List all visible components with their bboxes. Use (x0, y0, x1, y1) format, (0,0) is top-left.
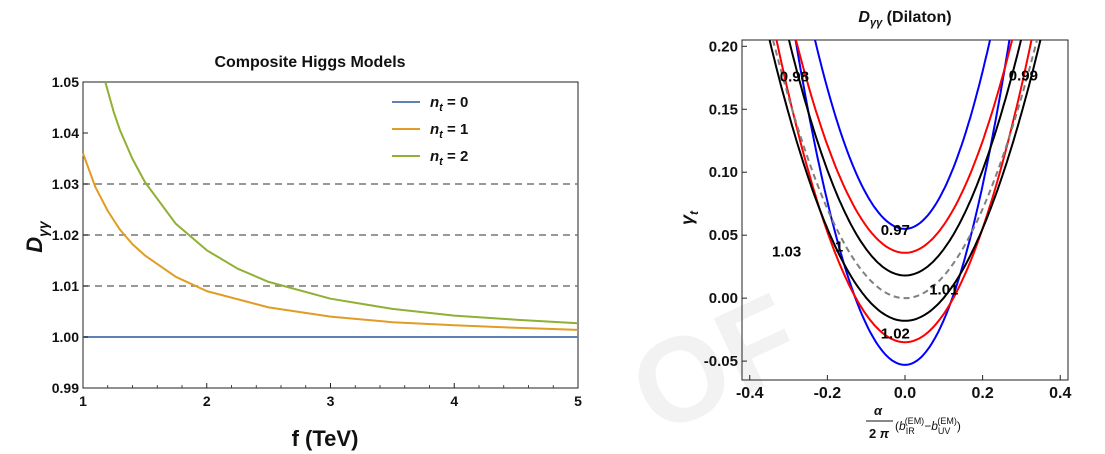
x-tick-label: -0.4 (736, 385, 764, 402)
svg-text:(bIR(EM)−bUV(EM)): (bIR(EM)−bUV(EM)) (895, 416, 961, 436)
left-chart: Composite Higgs Models 1 2 3 4 5 0.99 1.00 1.0… (22, 54, 582, 451)
left-y-ticks: 0.99 1.00 1.01 1.02 1.03 1.04 1.05 (52, 74, 88, 396)
x-tick-label: 0.2 (971, 385, 993, 402)
contour-label: 1 (835, 239, 843, 256)
left-chart-title: Composite Higgs Models (214, 54, 405, 71)
contour-line (788, 39, 1022, 277)
contour-line (794, 39, 1014, 254)
x-tick-label: 2 (203, 393, 211, 409)
svg-text:α: α (874, 403, 883, 418)
x-tick-label: 5 (574, 393, 582, 409)
contour-curves (768, 39, 1042, 366)
left-x-axis-label: f (TeV) (292, 426, 359, 451)
reference-lines (83, 183, 578, 287)
left-series (82, 81, 579, 338)
contour-label: 1.02 (881, 325, 910, 342)
y-tick-label: 1.01 (52, 278, 79, 294)
svg-text:Dγγ: Dγγ (22, 220, 51, 253)
series-line (82, 153, 579, 331)
svg-text:2 π: 2 π (869, 426, 890, 441)
right-chart-title: Dγγ (Dilaton) (858, 9, 951, 29)
contour-label: 0.98 (780, 69, 809, 86)
left-y-axis-label: Dγγ (22, 220, 51, 253)
legend-label: nt = 2 (430, 148, 468, 168)
contour-line (814, 39, 991, 230)
y-tick-label: 1.00 (52, 329, 79, 345)
legend-label: nt = 1 (430, 121, 468, 141)
y-tick-label: 1.02 (52, 227, 79, 243)
left-x-ticks: 1 2 3 4 5 (79, 383, 582, 409)
x-tick-label: 3 (327, 393, 335, 409)
y-tick-label: 1.05 (52, 74, 79, 90)
contour-label: 1.03 (772, 244, 801, 261)
y-tick-label: 0.15 (709, 101, 738, 118)
contour-label: 0.97 (881, 222, 910, 239)
x-tick-label: 1 (79, 393, 87, 409)
right-y-axis-label: γt (677, 210, 701, 225)
x-tick-label: 0.0 (894, 385, 916, 402)
contour-line (768, 39, 1042, 322)
x-tick-label: 0.4 (1049, 385, 1071, 402)
svg-text:γt: γt (677, 210, 701, 225)
y-tick-label: 0.00 (709, 290, 738, 307)
y-tick-label: 0.99 (52, 380, 79, 396)
y-tick-label: 1.04 (52, 125, 79, 141)
contour-labels: 0.98 0.99 0.97 1.03 1 1.01 1.02 (772, 67, 1038, 342)
x-tick-label: 4 (450, 393, 458, 409)
right-chart: Dγγ (Dilaton) 0.98 0.990.971.03 11.011.02 … (677, 9, 1071, 441)
left-legend: nt = 0 nt = 1 nt = 2 (392, 94, 468, 168)
x-tick-label: -0.2 (814, 385, 842, 402)
y-tick-label: 0.20 (709, 38, 738, 55)
contour-line (772, 39, 1038, 300)
y-tick-label: 1.03 (52, 176, 79, 192)
y-tick-label: 0.05 (709, 227, 738, 244)
series-line (104, 81, 579, 325)
right-y-ticks: -0.05 0.00 0.05 0.10 0.15 0.20 (704, 38, 747, 370)
right-x-ticks: -0.4 -0.2 0.0 0.2 0.4 (736, 375, 1071, 402)
contour-label: 1.01 (929, 281, 958, 298)
y-tick-label: -0.05 (704, 353, 738, 370)
legend-label: nt = 0 (430, 94, 468, 114)
contour-line (775, 39, 1033, 344)
contour-label: 0.99 (1009, 67, 1038, 84)
y-tick-label: 0.10 (709, 164, 738, 181)
right-x-axis-label: α 2 π (bIR(EM)−bUV(EM)) (866, 403, 961, 441)
